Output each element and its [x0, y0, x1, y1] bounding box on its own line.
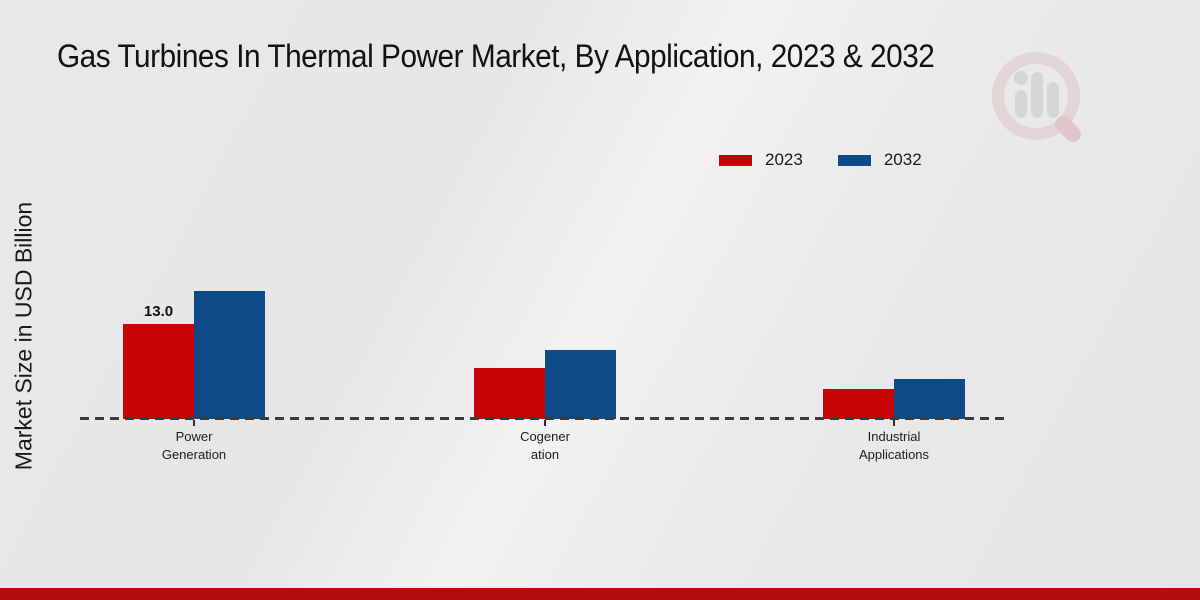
x-axis-tick	[893, 420, 895, 426]
x-axis-tick	[544, 420, 546, 426]
x-tick-label-1: Cogener ation	[520, 429, 570, 462]
market-research-future-logo-watermark	[988, 48, 1088, 153]
x-axis-tick	[193, 420, 195, 426]
legend-label-2023: 2023	[765, 150, 803, 169]
bar-2032-0	[194, 291, 265, 419]
legend: 2023 2032	[718, 150, 922, 170]
footer-accent-bar	[0, 588, 1200, 600]
bar-2023-0	[123, 324, 194, 419]
legend-swatch-2032	[836, 153, 872, 167]
chart-title: Gas Turbines In Thermal Power Market, By…	[57, 38, 935, 74]
x-tick-label-2: Industrial Applications	[858, 429, 930, 462]
legend-label-2032: 2032	[883, 150, 922, 169]
legend-item-2023: 2023	[718, 150, 803, 170]
y-axis-label: Market Size in USD Billion	[10, 201, 37, 471]
bar-2023-1	[474, 368, 545, 419]
x-axis-baseline	[80, 417, 1008, 420]
bar-2032-1	[545, 350, 616, 419]
x-tick-label-0: Power Generation	[161, 429, 227, 462]
legend-item-2032: 2032	[836, 150, 922, 170]
magnifier-bar-chart-icon	[992, 52, 1081, 142]
bar-value-label: 13.0	[143, 303, 174, 320]
bar-2023-2	[823, 389, 894, 419]
legend-swatch-2023	[718, 153, 753, 167]
bar-2032-2	[894, 379, 965, 419]
